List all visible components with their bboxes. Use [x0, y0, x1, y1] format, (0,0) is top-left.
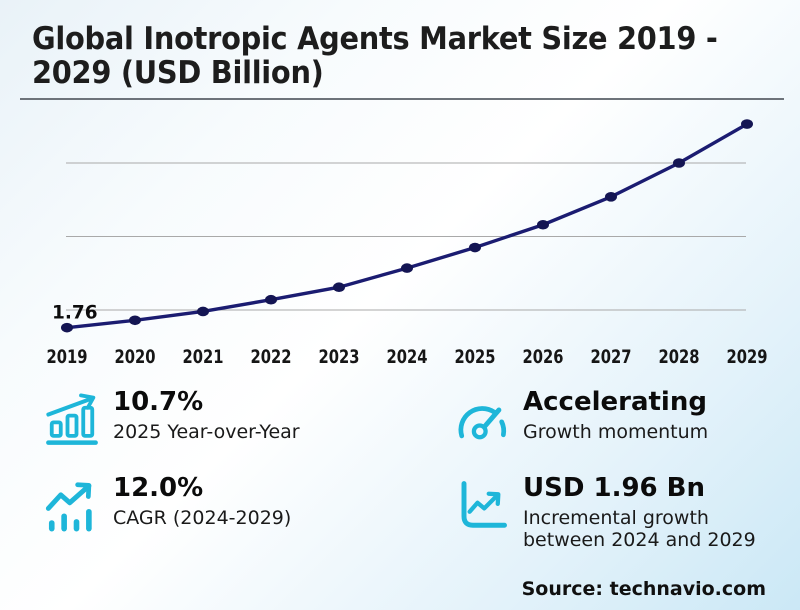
speedometer-icon [455, 392, 509, 446]
data-point-2022 [265, 294, 277, 305]
stat-incremental-growth: USD 1.96 Bn Incremental growth between 2… [455, 473, 785, 552]
page-title-line1: Global Inotropic Agents Market Size 2019… [32, 21, 718, 57]
stat-yoy-label: 2025 Year-over-Year [113, 420, 300, 443]
x-axis-label-2025: 2025 [455, 346, 496, 368]
x-axis-label-2019: 2019 [47, 346, 88, 368]
stat-incremental-label: Incremental growth between 2024 and 2029 [523, 506, 756, 552]
data-point-2025 [469, 242, 481, 253]
stat-incremental-value: USD 1.96 Bn [523, 473, 705, 503]
data-point-2029 [741, 119, 753, 129]
x-axis-label-2029: 2029 [727, 346, 768, 368]
data-point-2020 [129, 315, 141, 326]
stat-momentum-value: Accelerating [523, 387, 707, 417]
page-title: Global Inotropic Agents Market Size 2019… [32, 22, 720, 90]
x-axis-label-2023: 2023 [319, 346, 360, 368]
data-point-2026 [537, 219, 549, 230]
stat-cagr-label: CAGR (2024-2029) [113, 506, 292, 529]
x-axis-label-2024: 2024 [387, 346, 428, 368]
stat-cagr-value: 12.0% [113, 473, 204, 503]
stat-momentum: Accelerating Growth momentum [455, 387, 785, 446]
point-value-label-2019: 1.76 [52, 303, 98, 324]
page-title-line2: 2029 (USD Billion) [32, 55, 324, 92]
source-attribution: Source: technavio.com [521, 578, 766, 600]
market-size-line-chart: 2019 1.76 2020 2021 2022 2023 2024 2025 2026 2027… [47, 119, 768, 368]
data-point-2021 [197, 306, 209, 317]
x-axis-label-2026: 2026 [523, 346, 564, 368]
data-point-2028 [673, 158, 685, 168]
stat-yoy-growth: 10.7% 2025 Year-over-Year [45, 387, 455, 446]
x-axis-label-2020: 2020 [115, 346, 156, 368]
data-point-2023 [333, 282, 345, 293]
bar-chart-growth-icon [45, 392, 99, 446]
series-line [65, 122, 749, 330]
data-point-2019 [61, 322, 73, 333]
x-axis-label-2028: 2028 [659, 346, 700, 368]
x-axis-label-2027: 2027 [591, 346, 632, 368]
stats-grid: 10.7% 2025 Year-over-Year Accelerating G… [45, 387, 785, 552]
x-axis-label-2022: 2022 [251, 346, 292, 368]
data-point-2027 [605, 192, 617, 202]
stat-momentum-label: Growth momentum [523, 420, 709, 443]
trend-arrow-bars-icon [45, 478, 99, 532]
title-divider [20, 98, 784, 100]
x-axis-label-2021: 2021 [183, 346, 224, 368]
data-point-2024 [401, 263, 413, 273]
stat-yoy-value: 10.7% [113, 387, 204, 417]
axes-trend-icon [455, 478, 509, 532]
stat-cagr: 12.0% CAGR (2024-2029) [45, 473, 455, 532]
